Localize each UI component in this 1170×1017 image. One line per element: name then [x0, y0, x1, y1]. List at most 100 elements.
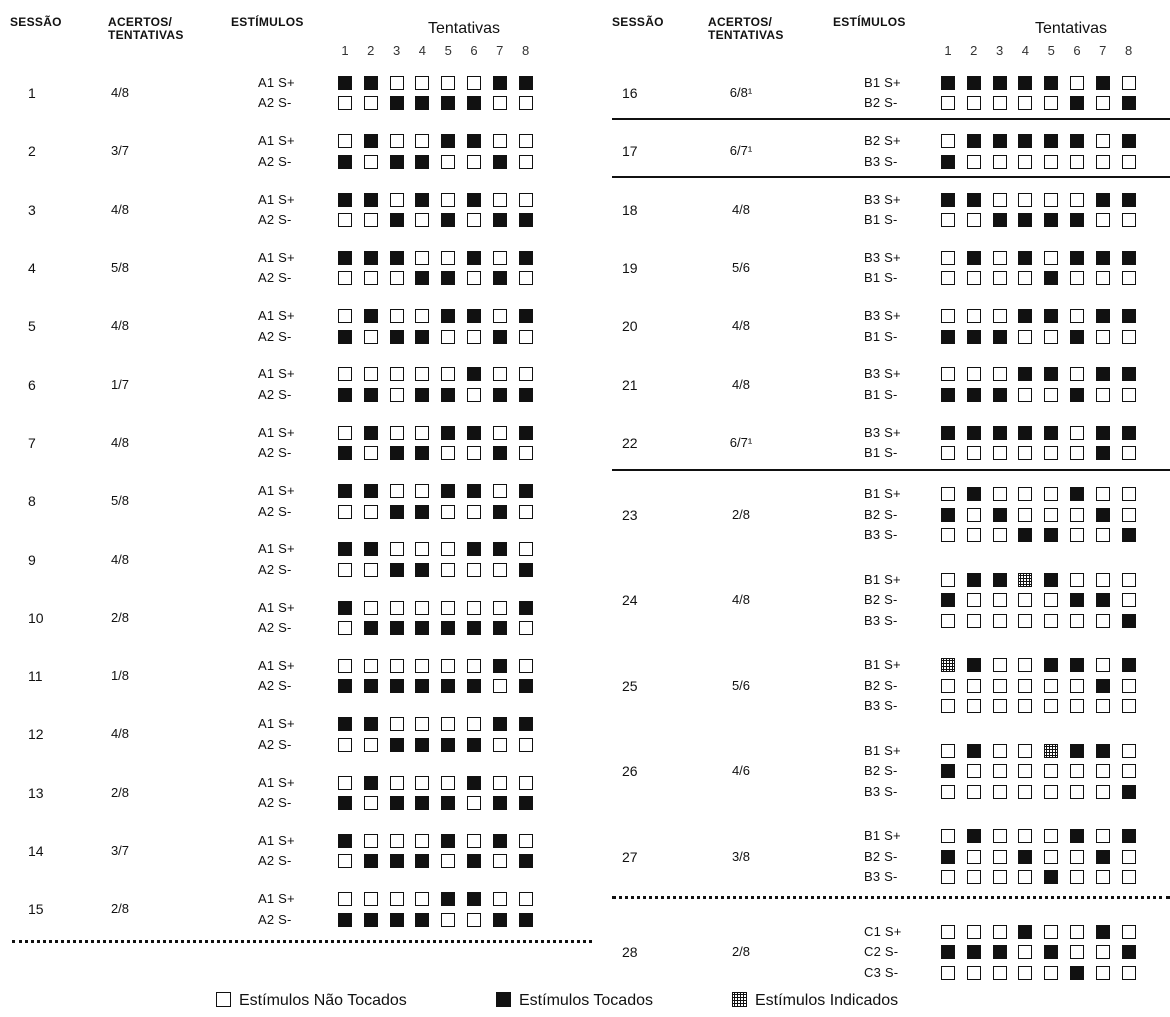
trial-cell-not-touched [441, 658, 456, 673]
trial-cell-not-touched [1070, 678, 1084, 693]
trial-cell-touched [338, 912, 352, 927]
score-hits-trials: 2/8 [731, 944, 751, 960]
session-number: 3 [28, 201, 36, 218]
trial-cell-not-touched [338, 309, 352, 324]
trial-cell-not-touched [1070, 764, 1084, 779]
trial-cell-not-touched [518, 504, 533, 519]
trial-cell-not-touched [992, 528, 1007, 543]
trial-cell-not-touched [338, 892, 352, 907]
trial-cell-not-touched [492, 892, 507, 907]
stimulus-label: A1 S+ [258, 716, 295, 732]
trial-cell-not-touched [992, 965, 1007, 980]
session-number: 10 [28, 609, 44, 626]
trial-cell-touched [1095, 743, 1110, 758]
trial-cell-not-touched [1095, 764, 1110, 779]
trial-cell-touched [441, 271, 456, 286]
trial-cell-touched [966, 743, 981, 758]
trial-cell-not-touched [338, 562, 352, 577]
trial-cell-not-touched [441, 329, 456, 344]
stimulus-label: B3 S+ [864, 249, 901, 265]
score-hits-trials: 4/8 [731, 376, 751, 392]
trial-cell-touched [992, 572, 1007, 587]
stimulus-label: A2 S- [258, 911, 292, 927]
legend-not-touched-label: Estímulos Não Tocados [239, 992, 407, 1009]
trial-cell-not-touched [1121, 154, 1136, 169]
trial-cell-not-touched [363, 796, 378, 810]
trial-cell-touched [338, 446, 352, 461]
trial-cell-not-touched [492, 250, 507, 265]
trial-cell-touched [1070, 329, 1084, 344]
trial-cell-not-touched [1121, 507, 1136, 522]
trial-cell-not-touched [415, 250, 430, 265]
stimulus-label: A1 S+ [258, 74, 295, 90]
score-hits-trials: 4/8 [731, 592, 751, 608]
trial-cell-not-touched [1018, 154, 1033, 169]
trial-cell-not-touched [518, 737, 533, 752]
trial-cell-not-touched [389, 271, 404, 286]
trial-cell-not-touched [415, 309, 430, 324]
trial-cell-touched [467, 484, 481, 498]
legend-indicated-label: Estímulos Indicados [755, 992, 899, 1009]
trial-cell-not-touched [1095, 965, 1110, 980]
trial-cell-touched [338, 484, 352, 498]
trial-cell-not-touched [1070, 271, 1084, 286]
trial-cell-touched [415, 446, 430, 461]
trial-cell-touched [467, 679, 481, 694]
trial-cell-touched [492, 504, 507, 519]
stimulus-label: A1 S+ [258, 774, 295, 790]
session-number: 26 [622, 763, 638, 780]
session-number: 7 [28, 434, 36, 451]
trial-cell-touched [1121, 250, 1136, 265]
trial-cell-not-touched [363, 367, 378, 382]
session-number: 18 [622, 201, 638, 218]
trial-cell-not-touched [1121, 329, 1136, 344]
trial-cell-touched [415, 192, 430, 207]
trial-cell-not-touched [415, 484, 430, 498]
trial-cell-touched [363, 192, 378, 207]
score-hits-trials: 2/8 [110, 609, 130, 625]
trial-cell-touched [1044, 309, 1059, 324]
stimulus-label: B1 S+ [864, 74, 901, 90]
session-number: 21 [622, 376, 638, 393]
trial-cell-not-touched [467, 154, 481, 169]
trial-cell-not-touched [1018, 613, 1033, 628]
trial-cell-not-touched [1018, 829, 1033, 844]
stimulus-label: B2 S- [864, 677, 898, 693]
trial-number-2: 2 [367, 43, 375, 58]
trial-cell-touched [389, 796, 404, 810]
trial-cell-not-touched [441, 504, 456, 519]
trial-cell-not-touched [992, 658, 1007, 673]
session-number: 5 [28, 318, 36, 335]
trial-cell-not-touched [338, 134, 352, 149]
trial-cell-touched [338, 154, 352, 169]
trial-cell-touched [1095, 849, 1110, 864]
trial-cell-touched [941, 945, 955, 960]
trial-cell-touched [363, 309, 378, 324]
trial-cell-not-touched [941, 784, 955, 799]
score-hits-trials: 5/8 [110, 493, 130, 509]
trial-cell-touched [1044, 134, 1059, 149]
trial-cell-touched [1044, 572, 1059, 587]
trial-cell-touched [467, 892, 481, 907]
session-number: 24 [622, 592, 638, 609]
session-number: 16 [622, 85, 638, 102]
trial-cell-touched [363, 912, 378, 927]
stimulus-label: A1 S+ [258, 541, 295, 557]
trial-cell-touched [1121, 367, 1136, 382]
trial-cell-not-touched [467, 446, 481, 461]
trial-cell-not-touched [1095, 945, 1110, 960]
trial-cell-not-touched [1018, 870, 1033, 885]
trial-cell-touched [441, 213, 456, 227]
stimulus-label: A2 S- [258, 795, 292, 810]
stimulus-label: A2 S- [258, 561, 292, 577]
trial-cell-touched [1070, 829, 1084, 844]
stimulus-label: B3 S- [864, 612, 898, 628]
trial-cell-touched [1070, 965, 1084, 980]
trial-cell-not-touched [1044, 829, 1059, 844]
trial-cell-not-touched [492, 600, 507, 615]
trial-cell-touched [518, 484, 533, 498]
trial-cell-touched [338, 679, 352, 694]
trial-cell-touched [441, 796, 456, 810]
trial-cell-not-touched [992, 367, 1007, 382]
trial-cell-touched [389, 504, 404, 519]
